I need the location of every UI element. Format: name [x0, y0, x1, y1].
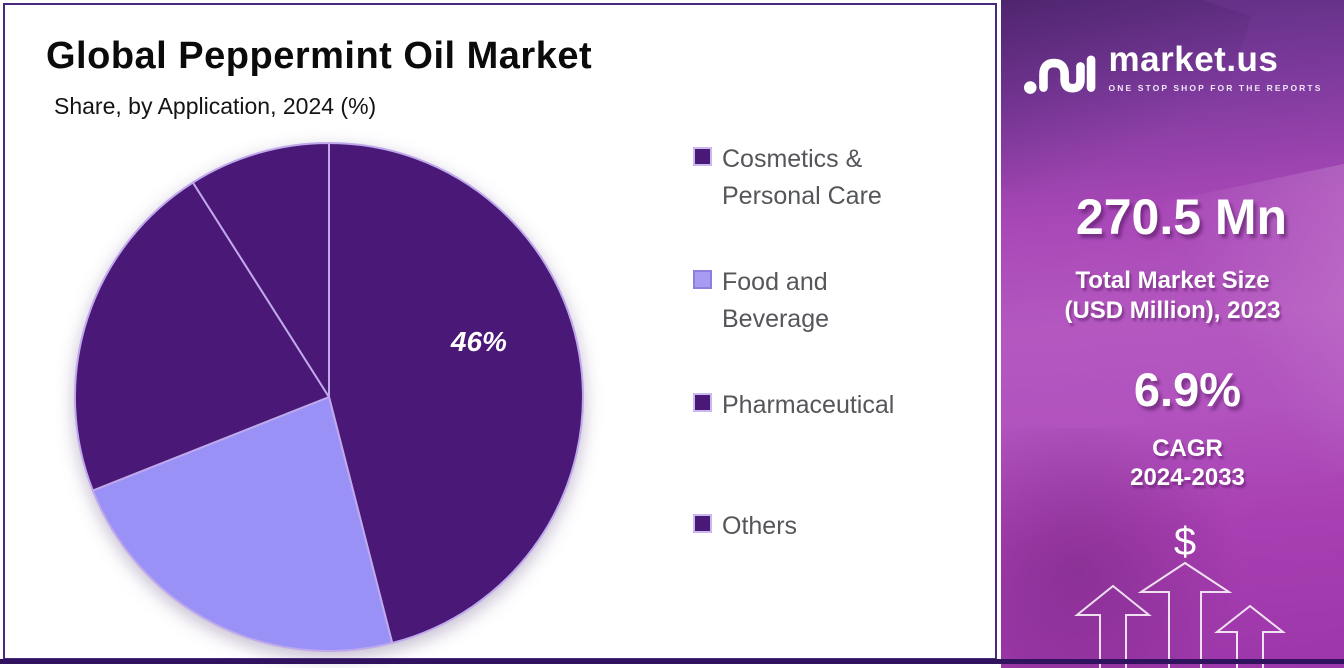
chart-panel: Global Peppermint Oil Market Share, by A…: [3, 3, 997, 660]
market-us-logo: market.us ONE STOP SHOP FOR THE REPORTS: [1001, 40, 1344, 102]
page-title: Global Peppermint Oil Market: [46, 35, 593, 77]
legend-label: Food and: [722, 268, 828, 296]
total-market-size-label-line2: (USD Million), 2023: [1064, 297, 1281, 324]
legend-swatch-icon: [693, 147, 712, 166]
chart-subtitle: Share, by Application, 2024 (%): [54, 93, 377, 119]
dollar-icon: $: [1174, 520, 1196, 564]
bottom-border-bar: [0, 659, 1344, 664]
legend-swatch-icon: [693, 270, 712, 289]
sidebar-photo-overlay: [1001, 428, 1271, 668]
legend-swatch-icon: [693, 514, 712, 533]
pie-chart: 46%: [74, 142, 584, 652]
market-us-logo-icon: [1023, 55, 1095, 94]
pie-slice-others: [191, 142, 330, 398]
total-market-size-label: Total Market Size: [1075, 267, 1270, 294]
growth-arrows-icon: $: [1074, 520, 1286, 668]
legend-swatch-icon: [693, 393, 712, 412]
brand-sidebar: market.us ONE STOP SHOP FOR THE REPORTS …: [1001, 0, 1344, 668]
pie-slice-pharmaceutical: [74, 181, 330, 492]
cagr-label-line2: 2024-2033: [1130, 464, 1245, 491]
total-market-size-value: 270.5 Mn: [1075, 189, 1288, 245]
pie-slice-food-and-beverage: [91, 396, 394, 652]
legend-item-food-and-beverage: Food and Beverage: [693, 264, 829, 338]
legend-item-cosmetics-personal-care: Cosmetics & Personal Care: [693, 141, 882, 215]
legend-label-line2: Beverage: [722, 305, 830, 333]
brand-name: market.us: [1108, 40, 1279, 79]
legend-label: Cosmetics &: [722, 145, 863, 173]
legend-item-pharmaceutical: Pharmaceutical: [693, 387, 894, 424]
legend-label: Pharmaceutical: [722, 391, 895, 419]
pie-slice-cosmetics-personal-care: [328, 142, 584, 644]
pie-data-label: 46%: [450, 326, 507, 357]
legend-item-others: Others: [693, 508, 797, 545]
legend-label-line2: Personal Care: [722, 182, 882, 210]
cagr-label: CAGR: [1152, 435, 1223, 462]
legend-label: Others: [722, 512, 798, 540]
brand-tagline: ONE STOP SHOP FOR THE REPORTS: [1108, 83, 1323, 93]
cagr-value: 6.9%: [1133, 363, 1242, 416]
